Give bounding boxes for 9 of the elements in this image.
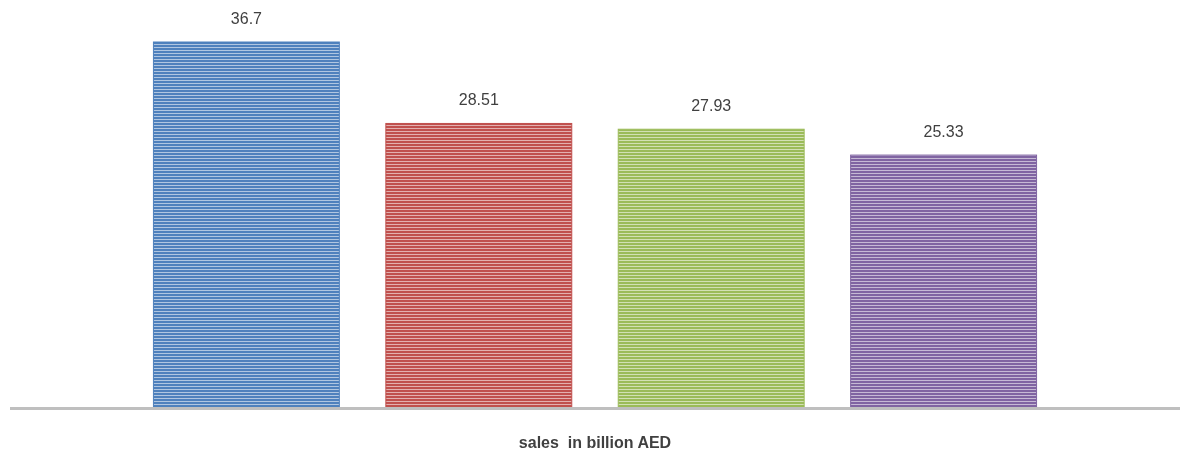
bar [850, 154, 1038, 408]
data-label: 25.33 [923, 123, 964, 141]
bar [385, 122, 573, 408]
x-axis-title: sales in billion AED [518, 434, 672, 451]
bar [152, 41, 340, 408]
data-label: 28.51 [458, 91, 499, 109]
bar [617, 128, 805, 408]
data-label: 36.7 [230, 10, 263, 27]
data-label: 27.93 [691, 97, 732, 115]
